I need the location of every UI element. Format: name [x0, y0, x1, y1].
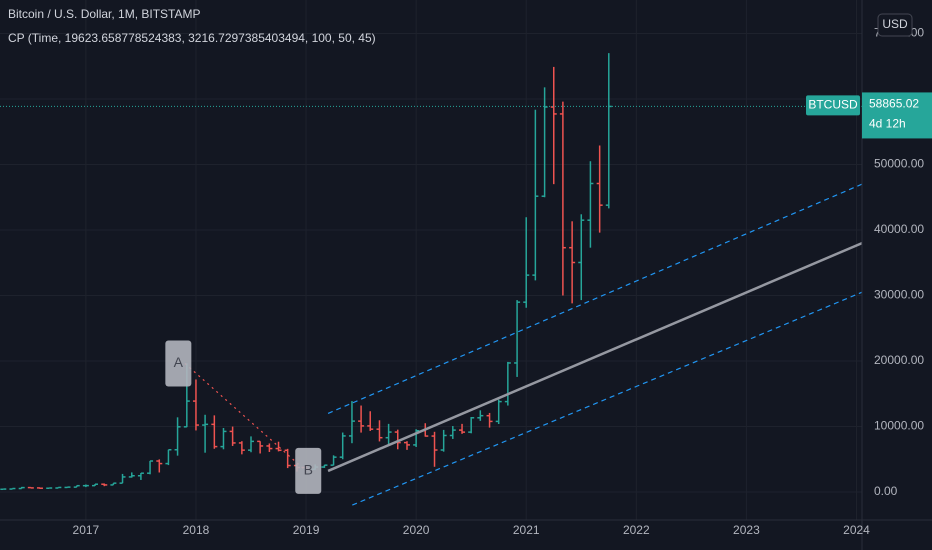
x-tick-label: 2020: [403, 523, 430, 537]
point-label: A: [174, 354, 184, 370]
x-tick-label: 2023: [733, 523, 760, 537]
axes: 0.00 10000.00 20000.00 30000.00 40000.00 5000…: [73, 26, 925, 537]
x-tick-label: 2024: [843, 523, 870, 537]
x-tick-label: 2018: [183, 523, 210, 537]
price-tag: [862, 92, 932, 139]
point-label: B: [304, 462, 313, 478]
y-tick-label: 50000.00: [874, 157, 924, 171]
x-tick-label: 2019: [293, 523, 320, 537]
y-tick-label: 20000.00: [874, 353, 924, 367]
y-tick-label: 40000.00: [874, 222, 924, 236]
y-tick-label: 0.00: [874, 484, 898, 498]
drawing-line: [327, 241, 862, 473]
grid: [0, 0, 862, 520]
symbol-label: BTCUSD: [808, 98, 858, 112]
x-tick-label: 2021: [513, 523, 540, 537]
plot-area: [0, 53, 862, 506]
symbol-tag: [806, 95, 860, 116]
y-tick-label: 30000.00: [874, 288, 924, 302]
currency-label: USD: [882, 17, 908, 31]
x-tick-label: 2022: [623, 523, 650, 537]
drawing-line: [352, 291, 862, 506]
point-marker: [295, 447, 322, 494]
drawing-line: [327, 183, 862, 414]
indicator-legend: CP (Time, 19623.658778524383, 3216.72973…: [8, 31, 376, 45]
x-tick-label: 2017: [73, 523, 100, 537]
currency-button[interactable]: [877, 13, 913, 37]
overlay: A B BTCUSD 58865.02 4d 12h USD: [165, 13, 932, 494]
price-label: 58865.02: [869, 97, 919, 111]
y-tick-label: 10000.00: [874, 419, 924, 433]
chart-title: Bitcoin / U.S. Dollar, 1M, BITSTAMP: [8, 7, 201, 21]
countdown-label: 4d 12h: [869, 117, 906, 131]
point-marker: [165, 340, 192, 387]
